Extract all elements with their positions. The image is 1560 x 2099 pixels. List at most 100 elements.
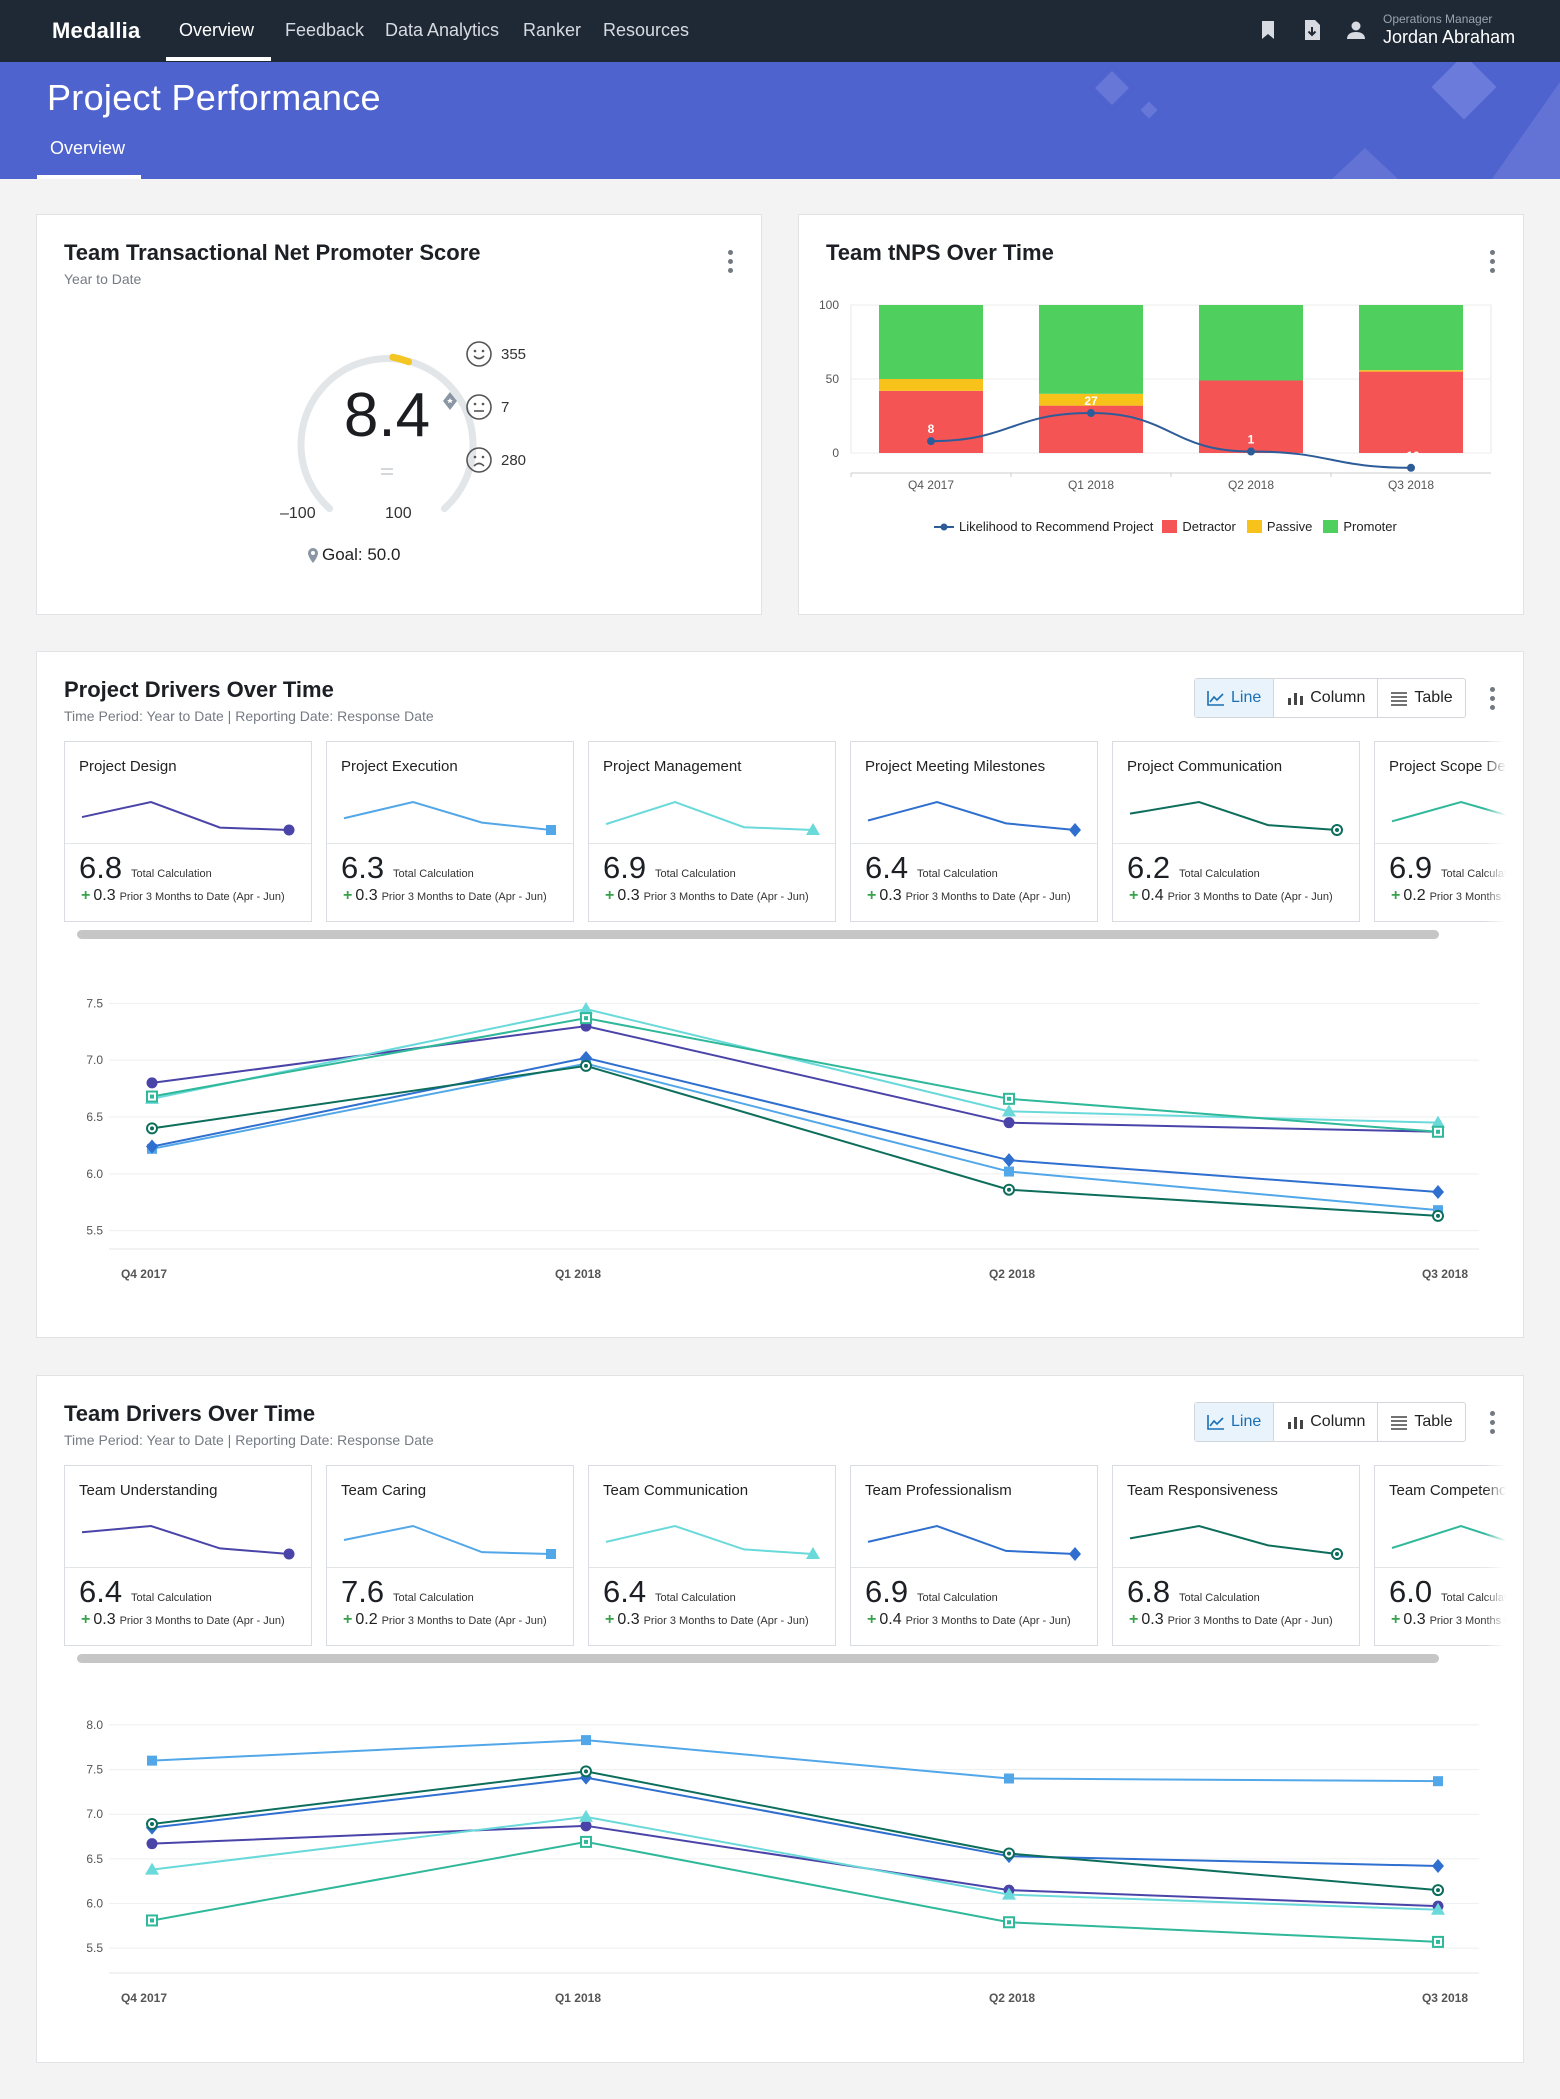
driver-card-project-management[interactable]: Project Management 6.9 Total Calculation… — [588, 741, 836, 922]
x-tick-label: Q2 2018 — [989, 1991, 1035, 2005]
data-point — [580, 1012, 592, 1025]
sparkline-end-marker — [1069, 1547, 1081, 1561]
user-icon[interactable] — [1344, 18, 1368, 42]
y-tick-label: 8.0 — [86, 1718, 103, 1732]
plus-icon: + — [343, 1611, 353, 1628]
driver-value-label: Total Calculation — [655, 1592, 736, 1604]
series-line — [151, 1824, 1439, 1908]
data-point — [1003, 1092, 1015, 1105]
likelihood-point — [927, 437, 935, 446]
driver-cards-strip[interactable]: Team Understanding 6.4 Total Calculation… — [64, 1465, 1506, 1647]
sparkline-line — [867, 1524, 1076, 1555]
sparkline — [605, 1524, 820, 1559]
series-line — [151, 1815, 1439, 1911]
nav-item-overview[interactable]: Overview — [179, 20, 255, 40]
detractor-frown-icon — [466, 447, 492, 473]
nav-item-ranker[interactable]: Ranker — [523, 20, 582, 40]
driver-delta-label: Prior 3 Months to Date (Apr - Jun) — [119, 891, 285, 903]
plus-icon: + — [1391, 887, 1401, 904]
data-point — [580, 1820, 592, 1832]
sparkline-end-marker — [546, 1549, 556, 1559]
bar-detractor-q3-2018 — [1359, 371, 1463, 453]
likelihood-line — [930, 412, 1412, 469]
column-view-button[interactable]: Column — [1274, 1403, 1379, 1441]
plus-icon: + — [1129, 887, 1139, 904]
card-title: Team Transactional Net Promoter Score — [64, 240, 481, 265]
sparkline-end-marker — [283, 1548, 295, 1560]
user-name[interactable]: Jordan Abraham — [1383, 27, 1516, 47]
table-view-label: Table — [1414, 689, 1453, 706]
more-menu-icon[interactable] — [1490, 250, 1496, 276]
driver-card-project-design[interactable]: Project Design 6.8 Total Calculation +0.… — [64, 741, 312, 922]
brand-logo[interactable]: Medallia — [52, 18, 141, 43]
driver-card-project-meeting-milestones[interactable]: Project Meeting Milestones 6.4 Total Cal… — [850, 741, 1098, 922]
sparkline-line — [605, 1524, 814, 1555]
data-point — [580, 1059, 592, 1072]
plus-icon: + — [867, 1611, 877, 1628]
driver-delta-value: 0.3 — [1403, 1611, 1426, 1628]
table-view-button[interactable]: Table — [1378, 1403, 1464, 1441]
driver-card-project-execution[interactable]: Project Execution 6.3 Total Calculation … — [326, 741, 574, 922]
sparkline-line — [1129, 800, 1338, 831]
card-title: Team tNPS Over Time — [826, 240, 1054, 265]
sparkline-line — [1129, 1524, 1338, 1555]
more-menu-icon[interactable] — [728, 250, 734, 276]
driver-delta-value: 0.3 — [93, 1611, 116, 1628]
likelihood-point — [1087, 409, 1095, 418]
more-menu-icon[interactable] — [1490, 687, 1496, 713]
promoter-smile-icon — [466, 341, 492, 367]
data-point — [146, 1090, 158, 1103]
more-menu-icon[interactable] — [1490, 1411, 1496, 1437]
line-view-button[interactable]: Line — [1195, 679, 1275, 717]
card-title: Team Drivers Over Time — [64, 1401, 316, 1426]
driver-value-label: Total Calculation — [131, 868, 212, 880]
series-team-competence — [146, 1835, 1444, 1948]
sparkline-line — [605, 800, 814, 831]
x-tick-label: Q4 2017 — [121, 1991, 167, 2005]
y-tick-label: 7.5 — [86, 1763, 103, 1777]
divider — [65, 1567, 311, 1568]
driver-cards-strip[interactable]: Project Design 6.8 Total Calculation +0.… — [64, 741, 1506, 923]
driver-value: 6.3 — [341, 850, 385, 885]
legend-promoter: Promoter — [1343, 519, 1397, 534]
driver-delta-label: Prior 3 Months to Date (Apr - Jun) — [1167, 1615, 1333, 1627]
driver-value-label: Total Calculation — [1179, 868, 1260, 880]
driver-delta-value: 0.2 — [355, 1611, 378, 1628]
data-point — [1002, 1887, 1016, 1900]
series-project-meeting-milestones — [146, 1050, 1444, 1199]
driver-card-team-caring[interactable]: Team Caring 7.6 Total Calculation +0.2 Pr… — [326, 1465, 574, 1646]
column-view-button[interactable]: Column — [1274, 679, 1379, 717]
tab-overview[interactable]: Overview — [50, 138, 126, 158]
goal-marker-icon[interactable] — [439, 390, 461, 412]
driver-delta: +0.4 Prior 3 Months to Date (Apr - Jun) — [1129, 887, 1333, 905]
driver-value: 6.8 — [79, 850, 123, 885]
data-point — [1432, 1185, 1444, 1199]
table-icon — [1391, 692, 1408, 706]
legend-passive-swatch — [1246, 520, 1262, 533]
sparkline-end-marker — [1069, 823, 1081, 837]
horizontal-scrollbar[interactable] — [77, 930, 1439, 939]
promoter-count: 355 — [501, 346, 527, 363]
bookmark-icon[interactable] — [1256, 18, 1280, 42]
driver-card-project-communication[interactable]: Project Communication 6.2 Total Calculat… — [1112, 741, 1360, 922]
legend-detractor-swatch — [1162, 520, 1178, 533]
table-view-button[interactable]: Table — [1378, 679, 1464, 717]
sparkline — [81, 800, 295, 836]
driver-card-team-responsiveness[interactable]: Team Responsiveness 6.8 Total Calculatio… — [1112, 1465, 1360, 1646]
export-icon[interactable] — [1300, 18, 1324, 42]
nav-item-resources[interactable]: Resources — [603, 20, 690, 40]
nav-item-data-analytics[interactable]: Data Analytics — [385, 20, 500, 40]
driver-card-team-professionalism[interactable]: Team Professionalism 6.9 Total Calculati… — [850, 1465, 1098, 1646]
horizontal-scrollbar[interactable] — [77, 1654, 1439, 1663]
driver-delta-value: 0.3 — [879, 887, 902, 904]
legend-promoter-swatch — [1323, 520, 1339, 533]
data-point — [146, 1914, 158, 1927]
driver-card-team-communication[interactable]: Team Communication 6.4 Total Calculation… — [588, 1465, 836, 1646]
nav-item-feedback[interactable]: Feedback — [285, 20, 365, 40]
data-point — [146, 1077, 158, 1089]
driver-card-team-understanding[interactable]: Team Understanding 6.4 Total Calculation… — [64, 1465, 312, 1646]
tab-active-underline — [37, 175, 141, 179]
line-view-button[interactable]: Line — [1195, 1403, 1275, 1441]
